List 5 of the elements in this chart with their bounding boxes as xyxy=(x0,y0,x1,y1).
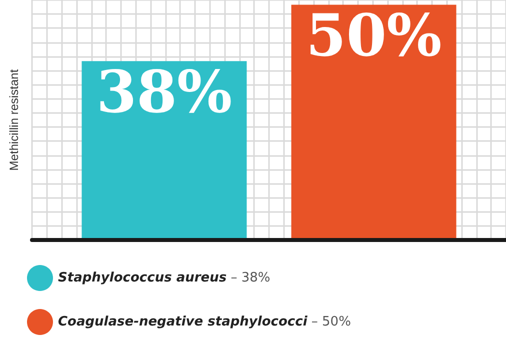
data-label: 50% xyxy=(306,2,442,70)
legend-label: Staphylococcus aureus – 38% xyxy=(58,270,270,286)
data-label: 38% xyxy=(96,58,232,126)
y-axis-title: Methicillin resistant xyxy=(7,68,21,171)
legend-label: Coagulase-negative staphylococci – 50% xyxy=(58,314,351,330)
